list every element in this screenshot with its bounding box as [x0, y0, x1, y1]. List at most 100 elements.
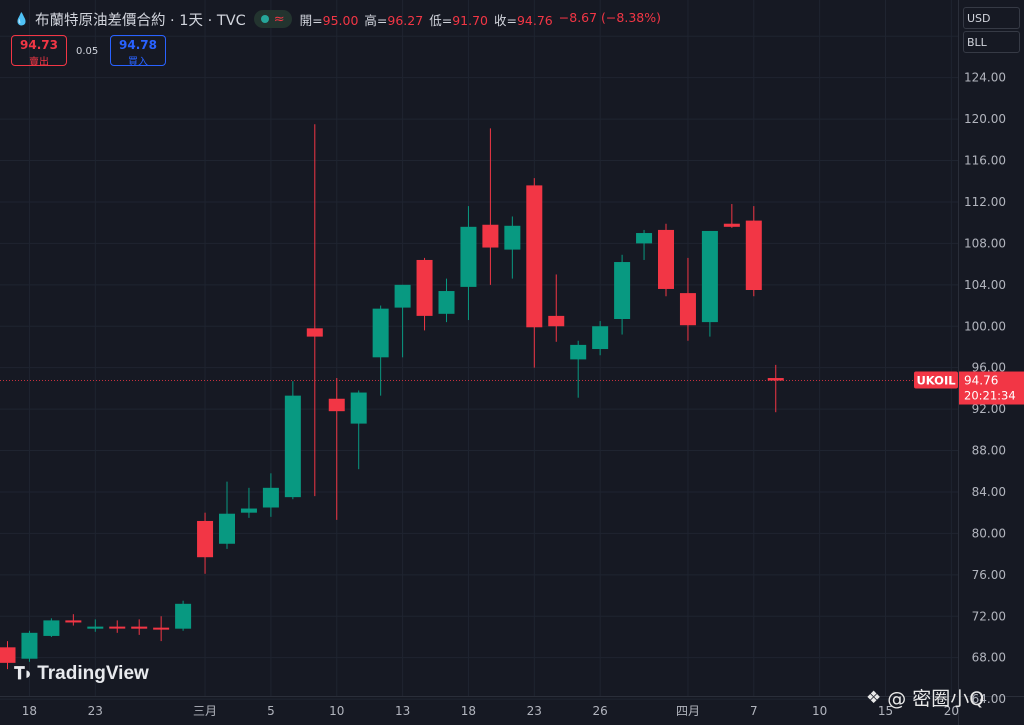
x-tick-label: 四月 [676, 704, 700, 718]
y-tick-label: 92.00 [972, 402, 1006, 416]
candle-body [306, 328, 323, 337]
diamond-logo-icon: ❖ [866, 687, 882, 708]
tradingview-mark-icon: 𝐓◗ [14, 664, 33, 683]
candle-body [43, 620, 60, 636]
candle-body [197, 520, 214, 558]
candle-body [240, 508, 257, 513]
candle-body [504, 225, 521, 250]
candle-body [21, 632, 38, 659]
ohlc-close: 收=94.76 [493, 12, 553, 28]
bar-countdown-text: 20:21:34 [964, 389, 1016, 403]
droplet-icon: 💧 [14, 12, 29, 26]
y-tick-label: 112.00 [964, 195, 1006, 209]
y-tick-label: 124.00 [964, 71, 1006, 85]
candle-body [658, 229, 674, 289]
tradingview-logo[interactable]: 𝐓◗ TradingView [14, 663, 149, 685]
candle-body [526, 185, 543, 328]
candle-body [723, 223, 740, 227]
candle-body [416, 259, 433, 316]
sell-price: 94.73 [20, 38, 58, 52]
watermark-text: @ 密圈小Q [887, 688, 985, 710]
y-tick-label: 104.00 [964, 278, 1006, 292]
symbol-header: 💧 布蘭特原油差價合約 · 1天 · TVC ≈ 開=95.00 高=96.27… [14, 9, 661, 29]
candle-body [460, 226, 477, 287]
y-tick-label: 108.00 [964, 236, 1006, 250]
x-tick-label: 23 [88, 704, 103, 718]
buy-label: 買入 [128, 57, 148, 68]
sell-label: 賣出 [29, 57, 49, 68]
buy-button[interactable]: 94.78 買入 [110, 35, 166, 68]
buy-price: 94.78 [119, 38, 157, 52]
x-tick-label: 15 [878, 704, 893, 718]
x-tick-label: 10 [812, 704, 827, 718]
candle-body [701, 230, 718, 323]
symbol-tag [914, 371, 958, 389]
x-tick-label: 7 [750, 704, 758, 718]
tradingview-logo-text: TradingView [37, 663, 149, 684]
y-tick-label: 84.00 [972, 485, 1006, 499]
y-tick-label: 100.00 [964, 319, 1006, 333]
candle-body [109, 626, 126, 629]
ohlc-change: −8.67 (−8.38%) [558, 9, 661, 25]
candle-body [153, 627, 170, 630]
y-tick-label: 68.00 [972, 651, 1006, 665]
y-tick-label: 88.00 [972, 444, 1006, 458]
candle-body [636, 233, 653, 244]
candle-body [328, 398, 345, 412]
currency-select[interactable]: USD [963, 7, 1020, 29]
x-tick-label: 23 [527, 704, 542, 718]
candle-body [0, 647, 16, 663]
candle-body [219, 513, 235, 544]
candle-body [482, 224, 499, 248]
x-tick-label: 5 [267, 704, 275, 718]
last-price-text: 94.76 [964, 374, 998, 388]
candle-body [131, 626, 148, 629]
x-tick-label: 26 [593, 704, 608, 718]
ohlc-legend: 開=95.00 高=96.27 低=91.70 收=94.76 −8.67 (−… [300, 10, 661, 29]
candle-body [394, 284, 411, 308]
candle-body [262, 487, 279, 508]
y-tick-label: 80.00 [972, 526, 1006, 540]
candle-body [592, 326, 609, 350]
ohlc-high: 高=96.27 [364, 12, 424, 28]
candle-body [438, 291, 455, 314]
y-tick-label: 72.00 [972, 609, 1006, 623]
x-tick-label: 18 [22, 704, 37, 718]
symbol-tag-text: UKOIL [916, 374, 956, 388]
candle-body [372, 308, 389, 358]
candle-body [745, 220, 762, 290]
candle-body [87, 626, 104, 629]
x-tick-label: 18 [461, 704, 476, 718]
candle-body [679, 293, 696, 326]
symbol-title[interactable]: 布蘭特原油差價合約 · 1天 · TVC [34, 12, 246, 29]
candle-body [284, 395, 301, 498]
last-price-label [959, 371, 1024, 405]
candles [0, 124, 784, 670]
ohlc-open: 開=95.00 [299, 12, 359, 28]
market-status-badge[interactable]: ≈ [253, 10, 292, 28]
unit-select[interactable]: BLL [963, 31, 1020, 53]
x-tick-label: 10 [329, 704, 344, 718]
x-tick-label: 20 [944, 704, 959, 718]
candle-body [65, 620, 82, 623]
y-tick-label: 116.00 [964, 154, 1006, 168]
watermark: ❖ @ 密圈小Q [866, 684, 984, 711]
market-open-dot-icon [260, 15, 269, 23]
ohlc-low: 低=91.70 [429, 12, 488, 28]
candle-body [350, 392, 367, 424]
candle-body [548, 315, 565, 327]
candle-body [570, 344, 587, 360]
wave-icon: ≈ [273, 11, 285, 27]
y-tick-label: 76.00 [972, 568, 1006, 582]
y-tick-label: 64.00 [972, 692, 1006, 706]
spread-value: 0.05 [76, 46, 99, 57]
sell-button[interactable]: 94.73 賣出 [11, 35, 67, 68]
candle-body [767, 378, 784, 381]
candle-body [614, 262, 631, 319]
y-tick-label: 96.00 [972, 361, 1006, 375]
candle-body [175, 603, 192, 629]
y-tick-label: 120.00 [964, 112, 1006, 126]
x-tick-label: 三月 [193, 704, 217, 718]
x-tick-label: 13 [395, 704, 410, 718]
